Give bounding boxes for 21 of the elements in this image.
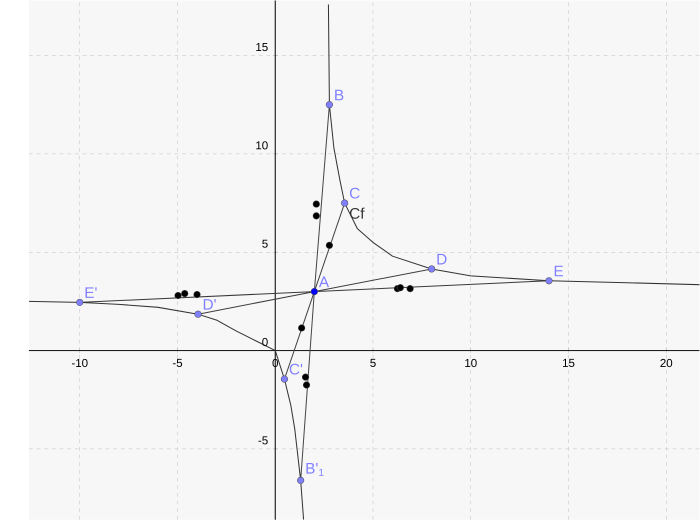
annotation: D' <box>204 299 216 310</box>
series-label: Cf <box>350 207 365 219</box>
annotation: E' <box>86 287 97 298</box>
x-tick-label: -10 <box>72 358 88 367</box>
x-tick-label: 10 <box>465 358 477 367</box>
annotation: D <box>437 254 446 264</box>
y-tick-label: 15 <box>256 42 268 51</box>
annotation: B <box>335 90 344 100</box>
x-tick-label: -5 <box>172 358 182 367</box>
annotation: C' <box>290 364 302 374</box>
y-tick-label: 0 <box>262 338 268 346</box>
x-tick-label: 5 <box>370 358 376 367</box>
y-tick-label: 10 <box>256 141 268 150</box>
x-tick-label: 15 <box>562 358 574 367</box>
x-tick-label: 20 <box>660 358 672 367</box>
y-tick-label: 5 <box>262 240 268 248</box>
annotation: A <box>318 276 330 287</box>
annotation: C <box>350 188 360 198</box>
annotation: E <box>554 266 564 276</box>
y-tick-label: -5 <box>258 436 268 444</box>
annotation: B'$_{1}$ <box>306 462 324 476</box>
